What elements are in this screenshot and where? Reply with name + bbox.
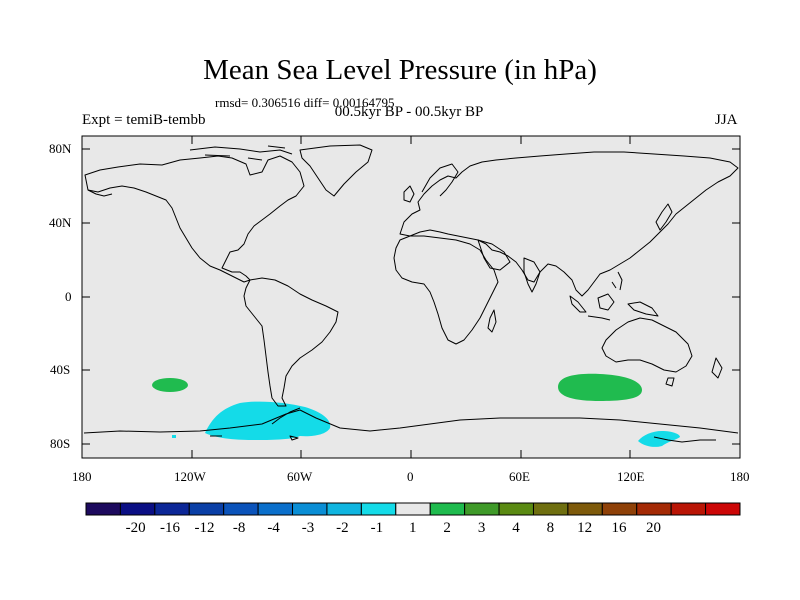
colorbar-swatch-17 [670,502,707,516]
coast-japan [655,203,673,231]
lon-label-0: 0 [407,469,414,484]
colorbar-swatch-10 [429,502,466,516]
lat-ticks [82,148,740,445]
coast-uk [403,185,415,203]
colorbar-swatch-4 [223,502,259,516]
colorbar-label: 12 [577,520,593,536]
anomaly-south-pacific-high [152,378,188,392]
colorbar-swatch-0 [85,502,121,516]
lat-label-0: 0 [65,289,72,304]
coast-africa [393,235,499,345]
coast-ross-shelf [653,436,716,443]
coast-borneo [597,293,615,311]
coast-weddell-islands [210,435,299,441]
colorbar-label: -12 [194,520,215,536]
colorbar-swatch-5 [257,502,294,516]
coast-new-zealand [711,357,723,379]
lon-label-120w: 120W [174,469,206,484]
coast-india [523,257,541,293]
colorbar-swatch-8 [360,502,397,516]
coast-scandinavia [421,163,459,197]
colorbar-label: 8 [546,520,555,536]
plot-subtitle: 00.5kyr BP - 00.5kyr BP [334,104,484,120]
colorbar-swatch-12 [498,502,534,516]
colorbar-swatch-3 [188,502,225,516]
coast-philippines [611,271,623,291]
colorbar-label: -2 [336,520,349,536]
coast-south-america [243,277,339,407]
lon-ticks [81,136,741,458]
anomaly-indian-ocean-high [558,373,642,401]
colorbar-label: 16 [611,520,627,536]
colorbar-swatch-2 [154,502,190,516]
coast-new-guinea [627,301,659,317]
coast-antarctic-peninsula [271,407,301,425]
lon-label-180-left: 180 [72,469,92,484]
lat-label-80s: 80S [50,436,71,451]
coast-sumatra [569,295,587,313]
lon-label-120e: 120E [617,469,645,484]
colorbar-swatch-7 [326,502,362,516]
anomaly-ross-low [638,431,680,447]
lon-label-60w: 60W [287,469,313,484]
colorbar-label: -20 [125,520,146,536]
colorbar-swatch-6 [292,502,328,516]
lat-label-40s: 40S [50,362,71,377]
colorbar-label: 1 [409,520,417,536]
colorbar-label: -16 [160,520,181,536]
lon-label-180-right: 180 [730,469,750,484]
colorbar-label: -3 [301,520,315,536]
anomaly-fills [152,373,680,447]
colorbar-label: 2 [443,520,451,536]
coast-arctic-islands [189,145,293,161]
lon-label-60e: 60E [509,469,530,484]
colorbar-swatch-11 [464,502,500,516]
colorbar-label: -8 [232,520,246,536]
anomaly-small-patch [172,435,176,438]
coast-arabia [477,239,511,271]
coast-alaska [87,189,113,197]
colorbar-label: -4 [267,520,280,536]
coast-tasmania [665,377,675,387]
colorbar-swatch-18 [705,502,741,516]
coast-eurasia [399,151,739,297]
season-label: JJA [715,112,738,128]
coast-australia [601,317,693,373]
coast-antarctica [83,409,739,434]
colorbar-swatch-13 [532,502,569,516]
colorbar-swatch-15 [601,502,638,516]
anomaly-amundsen-low [205,401,331,440]
lat-label-40n: 40N [49,215,72,230]
colorbar-label: 20 [645,520,661,536]
colorbar-swatch-16 [636,502,672,516]
stats-label: rmsd= 0.306516 diff= 0.00164795 [215,95,395,110]
lat-label-80n: 80N [49,141,72,156]
coast-north-america [84,155,305,283]
map-background [82,136,740,458]
coast-madagascar [487,309,497,333]
coastlines [83,144,739,443]
colorbar-swatch-9 [395,502,431,516]
experiment-label: Expt = temiB-tembb [82,112,206,128]
colorbar-swatch-14 [567,502,603,516]
colorbar-label: 3 [477,520,486,536]
coast-greenland [299,144,373,197]
coast-java [587,315,611,321]
colorbar-swatch-1 [119,502,156,516]
colorbar-label: -1 [370,520,384,536]
plot-title: Mean Sea Level Pressure (in hPa) [203,54,597,86]
colorbar-label: 4 [512,520,520,536]
